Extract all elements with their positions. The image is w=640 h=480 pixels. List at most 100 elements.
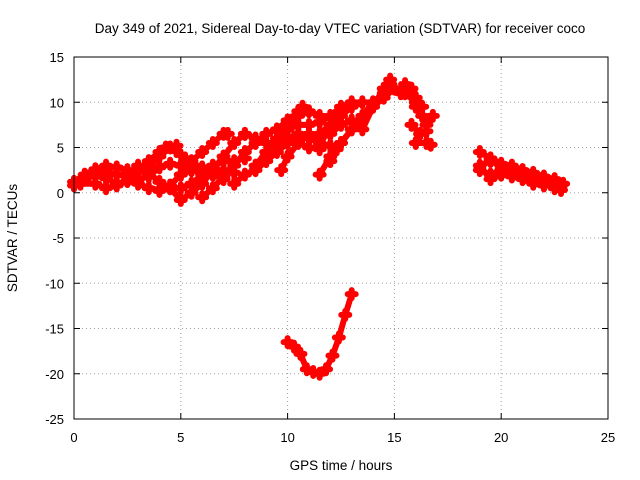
y-tick-label: 15 [50,50,64,65]
data-point-marker [158,140,173,155]
data-point-marker [280,122,295,137]
y-tick-label: -10 [45,276,64,291]
data-point-marker [205,181,220,196]
data-point-marker [109,167,124,182]
x-tick-label: 25 [601,430,615,445]
axis-ticks: 0 5 10 15 20 25 -25 -20 -15 -10 -5 0 5 10 15 [45,50,615,445]
data-point-marker [216,169,231,184]
data-point-marker [376,81,391,96]
data-point-marker [195,145,210,160]
data-point-marker [325,348,340,363]
data-point-marker [293,346,308,361]
data-point-marker [237,167,252,182]
data-point-marker [184,185,199,200]
data-point-marker [109,178,124,193]
data-point-marker [415,108,430,123]
data-point-marker [323,154,338,169]
data-point-marker [227,158,242,173]
series-track-25 [284,291,355,377]
data-point-marker [301,104,316,119]
y-tick-label: 0 [57,186,64,201]
data-point-marker [408,99,423,114]
data-point-marker [163,156,178,171]
data-point-marker [383,72,398,87]
data-point-marker [280,149,295,164]
data-point-marker [494,167,509,182]
y-tick-label: -15 [45,322,64,337]
data-point-marker [515,172,530,187]
data-point-marker [274,163,289,178]
data-point-marker [259,149,274,164]
data-point-marker [504,169,519,184]
data-point-marker [131,172,146,187]
y-tick-label: 10 [50,95,64,110]
data-point-marker [88,169,103,184]
data-point-marker [334,135,348,150]
y-axis-label: SDTVAR / TECUs [5,184,20,293]
data-point-marker [355,122,370,137]
data-point-marker [472,163,487,178]
data-point-marker [419,124,434,139]
data-point-marker [287,339,302,354]
data-point-marker [554,183,569,198]
data-point-marker [141,181,156,196]
data-point-marker [163,181,178,196]
data-point-marker [425,108,440,123]
data-point-marker [237,126,252,141]
data-point-marker [99,181,114,196]
data-point-marker [152,160,167,175]
data-point-marker [483,172,498,187]
data-point-marker [472,145,487,160]
data-point-marker [301,117,316,132]
data-point-marker [338,307,353,322]
y-tick-label: -5 [52,231,64,246]
data-point-marker [366,99,381,114]
x-tick-label: 15 [387,430,401,445]
data-point-marker [205,163,220,178]
data-point-marker [195,190,210,205]
data-point-marker [99,164,114,179]
data-point-marker [173,181,188,196]
x-tick-label: 5 [177,430,184,445]
data-point-marker [408,135,423,150]
data-point-marker [284,113,299,128]
data-point-marker [269,140,284,155]
data-point-marker [295,99,310,114]
data-point-marker [344,95,359,110]
data-point-marker [404,117,419,132]
data-point-marker [312,366,327,381]
data-point-marker [344,122,359,137]
data-point-marker [173,192,188,207]
chart-title: Day 349 of 2021, Sidereal Day-to-day VTE… [95,21,585,36]
data-point-marker [404,81,419,96]
data-point-marker [237,145,252,160]
y-tick-label: -20 [45,367,64,382]
data-point-marker [291,135,306,150]
data-series [67,72,571,381]
data-point-marker [301,140,316,155]
data-point-marker [120,169,135,184]
data-point-marker [227,176,242,191]
data-point-marker [205,135,220,150]
data-point-marker [547,176,562,191]
data-point-marker [141,154,156,169]
y-tick-label: -25 [45,412,64,427]
data-point-marker [312,115,327,130]
data-point-marker [220,126,235,141]
data-point-marker [355,95,370,110]
data-point-marker [248,158,263,173]
data-point-marker [152,183,167,198]
data-point-marker [173,167,188,182]
data-point-marker [312,142,327,157]
x-tick-label: 10 [280,430,294,445]
data-point-marker [152,145,167,160]
data-point-marker [526,176,541,191]
data-point-marker [355,108,370,123]
x-axis-label: GPS time / hours [290,458,393,473]
data-point-marker [319,362,334,377]
data-point-marker [195,176,210,191]
data-point-marker [483,154,498,169]
data-point-marker [312,167,327,182]
data-point-marker [73,176,88,191]
